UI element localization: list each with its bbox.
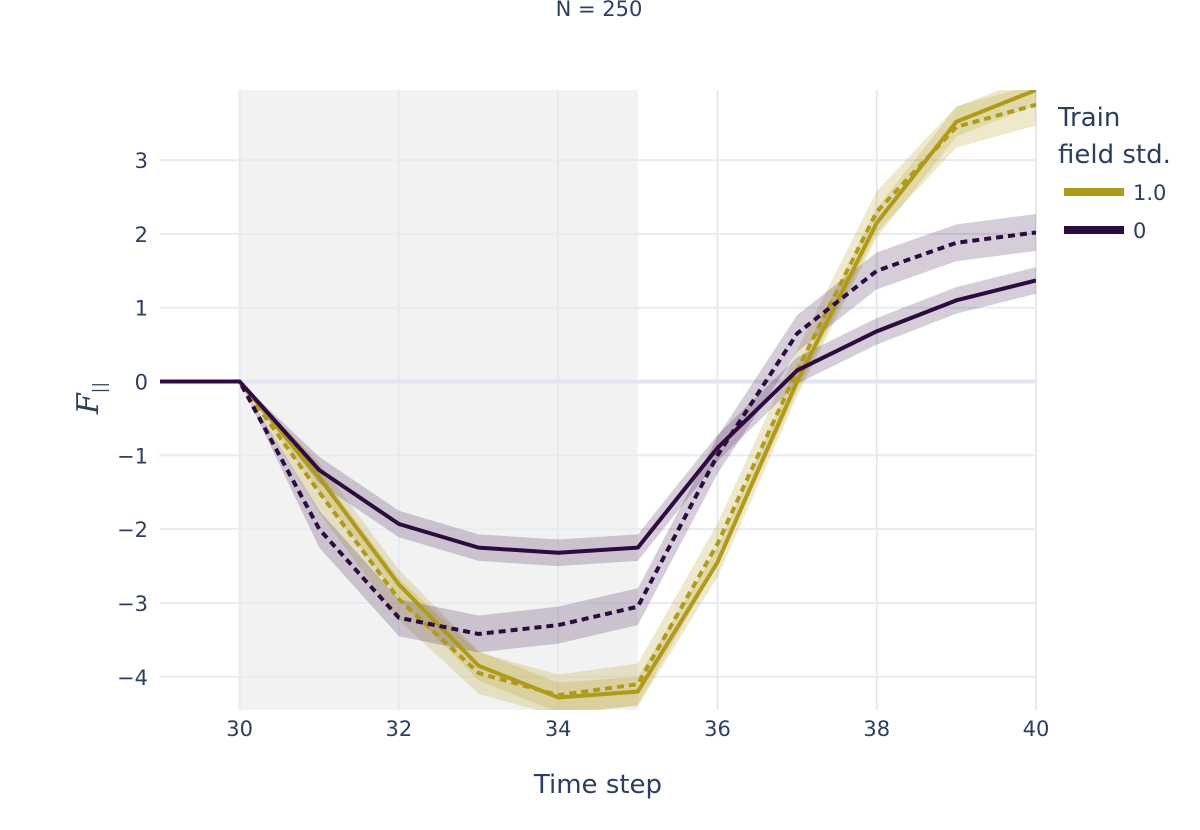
- legend-title-line-2: field std.: [1058, 140, 1171, 170]
- legend: Train field std. 1.0 0: [1057, 103, 1171, 243]
- x-tick-label: 38: [863, 717, 890, 741]
- y-tick-label: −1: [117, 444, 148, 468]
- x-tick-label: 32: [386, 717, 413, 741]
- x-tick-label: 40: [1023, 717, 1050, 741]
- y-tick-label: −2: [117, 518, 148, 542]
- y-tick-label: 0: [135, 371, 148, 395]
- y-tick-label: −3: [117, 592, 148, 616]
- y-axis-title-main: F: [71, 392, 106, 415]
- confidence-band-3: [160, 267, 1036, 567]
- x-axis-title: Time step: [533, 770, 662, 800]
- series-line-1: [160, 90, 1036, 700]
- chart-title: N = 250: [556, 0, 643, 21]
- grid: [160, 90, 1037, 710]
- legend-label-2: 0: [1133, 219, 1146, 243]
- shaded-region: [239, 90, 638, 710]
- y-tick-label: 1: [135, 297, 148, 321]
- legend-label-1: 1.0: [1133, 181, 1166, 205]
- series-line-4: [160, 230, 1036, 636]
- series-lines: [160, 90, 1036, 700]
- legend-title-line-1: Train: [1057, 103, 1120, 133]
- y-tick-label: 3: [135, 149, 148, 173]
- y-axis-title-subscript: ||: [90, 382, 110, 393]
- confidence-band-4: [160, 214, 1036, 653]
- plot-background: [160, 90, 1036, 710]
- x-tick-labels: 30 32 34 36 38 40: [226, 717, 1049, 741]
- series-line-3: [160, 278, 1036, 555]
- series-line-2: [160, 102, 1036, 698]
- x-tick-label: 34: [545, 717, 572, 741]
- x-tick-label: 30: [226, 717, 253, 741]
- y-tick-label: −4: [117, 666, 148, 690]
- y-axis-title: F||: [71, 382, 110, 415]
- y-tick-label: 2: [135, 223, 148, 247]
- y-tick-labels: 3 2 1 0 −1 −2 −3 −4: [117, 149, 148, 690]
- svg-text:F||: F||: [71, 382, 110, 415]
- x-tick-label: 36: [704, 717, 731, 741]
